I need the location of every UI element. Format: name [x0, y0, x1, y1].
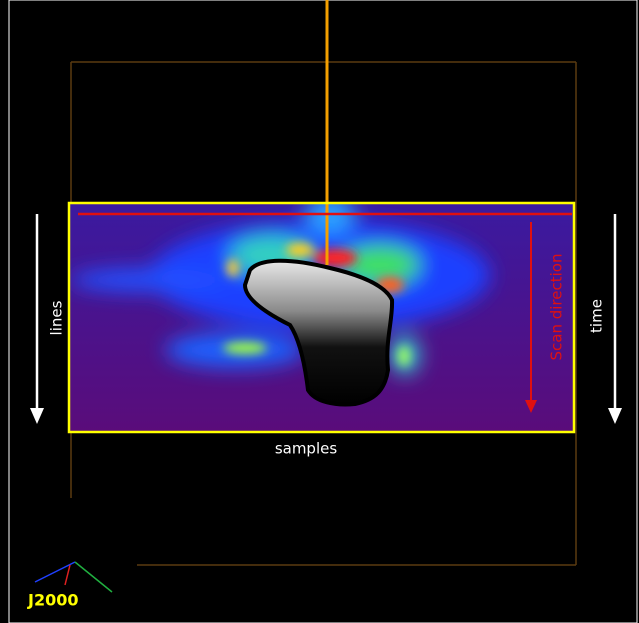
- heatmap: [69, 203, 574, 432]
- scan-frame: [67, 201, 576, 434]
- time-label: time: [588, 299, 606, 333]
- nucleus: [242, 258, 395, 407]
- samples-label: samples: [275, 440, 338, 458]
- time-arrowhead: [608, 408, 622, 424]
- scan-arrowhead: [525, 400, 537, 413]
- frame-axes: [34, 561, 113, 593]
- lines-arrowhead: [30, 408, 44, 424]
- lines-label: lines: [48, 300, 66, 335]
- scan-label: Scan direction: [548, 254, 566, 361]
- frame-label: J2000: [27, 591, 78, 610]
